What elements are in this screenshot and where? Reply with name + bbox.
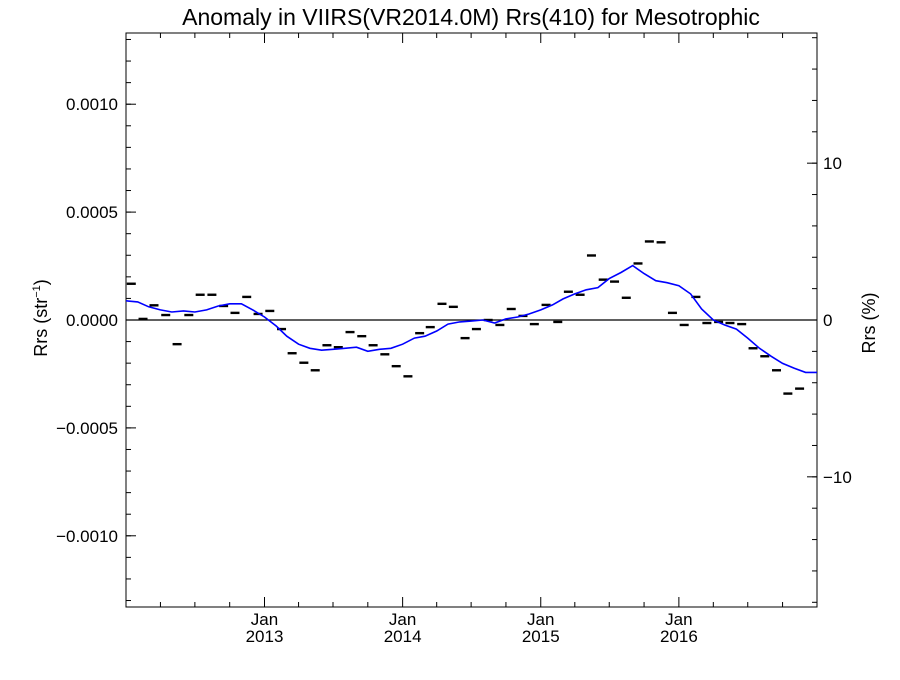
right-tick-label: 0 xyxy=(823,311,832,330)
left-tick-label: −0.0005 xyxy=(56,419,118,438)
tick-labels: 0.0010 0.0005 0.0000 −0.0005 −0.0010 10 0 −10 Ja… xyxy=(56,95,852,646)
right-tick-label: −10 xyxy=(823,468,852,487)
y-axis-label-left-end: ) xyxy=(31,279,51,285)
left-tick-label: 0.0010 xyxy=(66,95,118,114)
right-tick-label: 10 xyxy=(823,154,842,173)
x-tick-label-month: Jan xyxy=(251,610,278,629)
y-axis-label-right: Rrs (%) xyxy=(859,293,879,354)
y-axis-label-left-superscript: −1 xyxy=(31,285,43,298)
x-tick-label-month: Jan xyxy=(527,610,554,629)
left-tick-label: 0.0000 xyxy=(66,311,118,330)
running-mean-line xyxy=(125,264,817,374)
monthly-anomaly-markers xyxy=(126,240,805,395)
x-tick-label-month: Jan xyxy=(665,610,692,629)
x-tick-label-month: Jan xyxy=(389,610,416,629)
x-tick-label-year: 2013 xyxy=(246,627,284,646)
y-axis-label-left-base: Rrs (str xyxy=(31,298,51,357)
x-tick-label-year: 2015 xyxy=(522,627,560,646)
chart-title: Anomaly in VIIRS(VR2014.0M) Rrs(410) for… xyxy=(182,4,760,30)
left-tick-label: 0.0005 xyxy=(66,203,118,222)
left-tick-label: −0.0010 xyxy=(56,527,118,546)
y-axis-label-left: Rrs (str−1) xyxy=(31,279,51,357)
x-tick-label-year: 2014 xyxy=(384,627,422,646)
x-tick-label-year: 2016 xyxy=(660,627,698,646)
